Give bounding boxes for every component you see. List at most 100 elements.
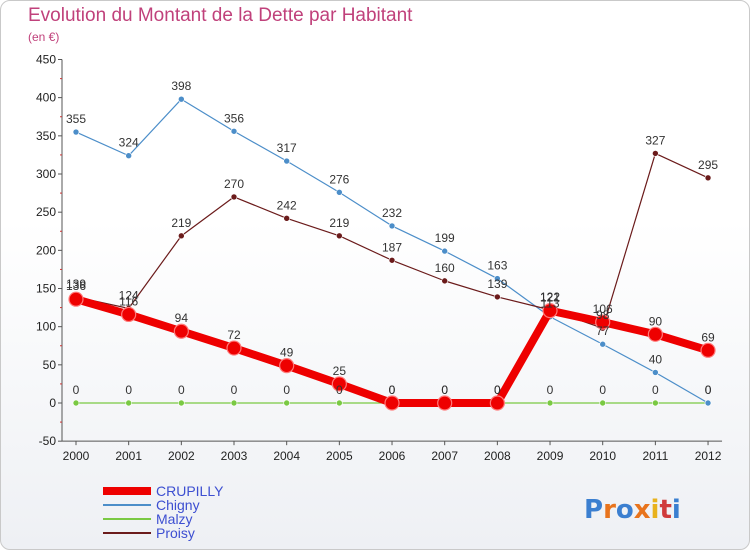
x-tick-label: 2009 [537, 449, 564, 463]
point-crupilly [226, 340, 242, 356]
point-proisy [652, 150, 659, 157]
y-tick-label: 400 [36, 91, 56, 105]
point-chigny [283, 157, 290, 165]
point-crupilly [489, 395, 505, 411]
point-proisy [178, 232, 185, 240]
y-tick-label: 300 [36, 167, 56, 181]
data-label-malzy: 0 [599, 383, 606, 397]
data-label-chigny: 232 [382, 206, 402, 220]
data-label-chigny: 324 [119, 136, 139, 150]
x-tick-label: 2000 [63, 449, 90, 463]
y-tick-label: 200 [36, 243, 56, 257]
data-label-malzy: 0 [336, 383, 343, 397]
data-label-chigny: 163 [487, 259, 507, 273]
legend-label-crupilly: CRUPILLY [156, 483, 224, 499]
point-chigny [125, 152, 132, 159]
point-malzy [283, 399, 290, 407]
point-malzy [230, 399, 238, 407]
data-label-proisy: 139 [487, 277, 507, 291]
data-label-malzy: 0 [231, 383, 238, 397]
data-label-malzy: 0 [125, 383, 132, 397]
point-crupilly [279, 357, 295, 374]
data-label-proisy: 219 [329, 216, 349, 230]
data-label-crupilly: 116 [119, 294, 138, 308]
point-malzy [546, 399, 554, 407]
data-label-crupilly: 69 [701, 330, 715, 344]
data-label-proisy: 124 [119, 288, 139, 302]
data-label-proisy: 242 [277, 198, 297, 212]
y-tick-label: 250 [36, 205, 56, 219]
point-malzy [178, 399, 185, 407]
y-tick-label: 450 [36, 53, 56, 67]
point-crupilly [647, 326, 663, 342]
data-label-crupilly: 0 [441, 383, 448, 397]
data-label-crupilly: 72 [227, 328, 241, 342]
data-label-proisy: 327 [645, 133, 665, 147]
data-label-malzy: 0 [178, 383, 185, 397]
point-malzy [336, 399, 343, 407]
point-crupilly [595, 314, 611, 330]
data-label-chigny: 77 [596, 324, 610, 338]
data-label-crupilly: 0 [389, 383, 396, 397]
point-malzy [599, 399, 607, 407]
x-tick-label: 2010 [589, 449, 616, 463]
data-label-chigny: 40 [649, 352, 663, 366]
point-crupilly [68, 291, 84, 307]
brand-logo: Proxiti [584, 495, 681, 525]
legend-label-malzy: Malzy [156, 511, 193, 527]
data-label-proisy: 122 [540, 290, 560, 304]
point-crupilly [384, 395, 400, 411]
x-tick-label: 2001 [115, 449, 142, 463]
point-crupilly [437, 395, 453, 411]
x-tick-label: 2011 [642, 449, 668, 463]
data-label-chigny: 317 [277, 141, 297, 155]
data-label-proisy: 295 [698, 158, 718, 172]
data-label-malzy: 0 [494, 383, 501, 397]
data-label-proisy: 219 [171, 216, 191, 230]
data-label-crupilly: 0 [494, 383, 501, 397]
point-crupilly [700, 342, 716, 358]
data-label-chigny: 0 [705, 383, 712, 397]
point-proisy [230, 193, 238, 201]
data-label-malzy: 0 [547, 383, 554, 397]
data-label-crupilly: 90 [649, 314, 663, 328]
data-label-malzy: 0 [705, 383, 712, 397]
data-label-proisy: 187 [382, 240, 402, 254]
x-tick-label: 2005 [326, 449, 353, 463]
point-malzy [652, 399, 659, 407]
data-label-chigny: 356 [224, 111, 244, 125]
data-label-malzy: 0 [652, 383, 659, 397]
x-tick-label: 2004 [273, 449, 300, 463]
y-tick-label: 350 [36, 129, 56, 143]
x-tick-label: 2007 [431, 449, 458, 463]
point-chigny [441, 247, 448, 255]
data-label-chigny: 113 [540, 297, 559, 311]
data-label-chigny: 355 [66, 112, 86, 126]
data-label-chigny: 276 [329, 172, 349, 186]
data-label-malzy: 0 [73, 383, 80, 397]
legend-label-proisy: Proisy [156, 525, 195, 541]
data-label-proisy: 139 [66, 277, 86, 291]
point-malzy [125, 399, 132, 407]
point-chigny [336, 189, 343, 196]
chart-subtitle: (en €) [28, 30, 60, 44]
y-tick-label: -50 [39, 434, 57, 448]
point-proisy [494, 293, 501, 301]
x-tick-label: 2012 [695, 449, 722, 463]
point-chigny [652, 369, 659, 376]
data-label-chigny: 398 [171, 79, 191, 93]
data-label-crupilly: 49 [280, 346, 294, 360]
point-chigny [230, 127, 238, 135]
x-tick-label: 2003 [221, 449, 248, 463]
point-proisy [441, 277, 448, 285]
x-tick-label: 2006 [379, 449, 406, 463]
data-label-malzy: 0 [283, 383, 290, 397]
point-chigny [494, 275, 501, 282]
x-tick-label: 2002 [168, 449, 195, 463]
y-tick-label: 0 [49, 396, 56, 410]
point-chigny [704, 399, 712, 407]
point-chigny [599, 340, 607, 348]
data-label-chigny: 199 [435, 231, 455, 245]
